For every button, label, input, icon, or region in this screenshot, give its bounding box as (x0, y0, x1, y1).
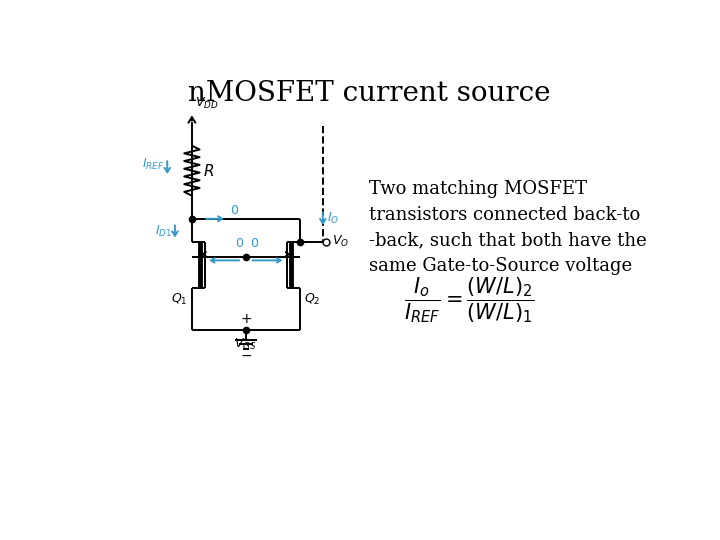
Text: $Q_2$: $Q_2$ (305, 292, 321, 307)
Text: $I_{D1}$: $I_{D1}$ (156, 224, 173, 239)
Text: $-$: $-$ (240, 347, 252, 361)
Text: $Q_1$: $Q_1$ (171, 292, 188, 307)
Text: Two matching MOSFET
transistors connected back-to
-back, such that both have the: Two matching MOSFET transistors connecte… (369, 180, 647, 275)
Text: nMOSFET current source: nMOSFET current source (188, 80, 550, 107)
Text: $R$: $R$ (203, 163, 214, 179)
Text: $0$: $0$ (235, 237, 244, 249)
Text: $0$: $0$ (251, 237, 260, 249)
Text: $V_O$: $V_O$ (332, 234, 349, 249)
Text: $+$: $+$ (240, 312, 252, 326)
Text: $0$: $0$ (230, 204, 239, 217)
Text: $I_{REF}$: $I_{REF}$ (142, 157, 164, 172)
Text: $I_O$: $I_O$ (327, 211, 339, 226)
Text: $V_{GS}$: $V_{GS}$ (235, 336, 257, 352)
Text: $\dfrac{I_o}{I_{REF}} = \dfrac{(W/L)_2}{(W/L)_1}$: $\dfrac{I_o}{I_{REF}} = \dfrac{(W/L)_2}{… (404, 275, 534, 325)
Text: $V_{DD}$: $V_{DD}$ (195, 96, 219, 111)
